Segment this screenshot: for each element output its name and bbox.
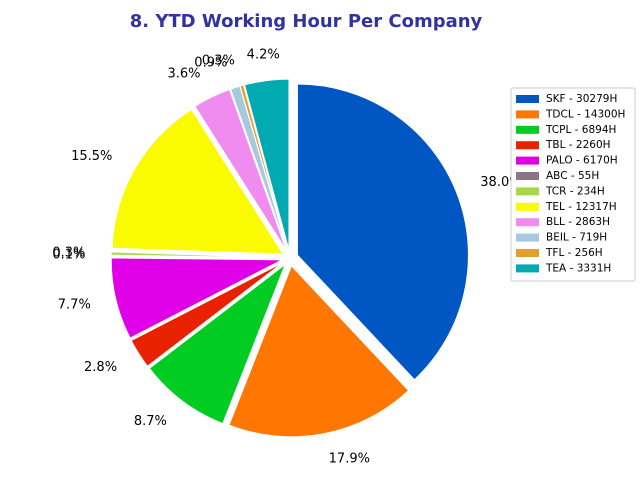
pie-percent-label-8: 3.6% (168, 66, 201, 81)
legend-swatch-5 (516, 172, 539, 180)
pie-percent-label-11: 4.2% (247, 48, 280, 63)
pie-slice-8 (194, 88, 287, 252)
legend-swatch-11 (516, 264, 539, 273)
pie-slice-2 (148, 262, 287, 425)
legend-swatch-7 (516, 202, 539, 211)
pie-slice-10 (239, 84, 289, 251)
pie-slice-1 (228, 264, 410, 438)
legend-frame (510, 87, 636, 282)
legend-swatch-9 (516, 233, 539, 242)
pie-percent-label-1: 17.9% (329, 451, 370, 466)
pie-percent-label-6: 0.3% (52, 245, 85, 260)
legend-swatch-3 (516, 141, 539, 150)
pie-slice-4 (110, 257, 283, 339)
legend-label-2: TCPL - 6894H (545, 124, 616, 136)
pie-slice-0 (296, 83, 469, 381)
pie-slice-7 (111, 108, 284, 255)
legend-label-11: TEA - 3331H (545, 262, 611, 274)
legend-label-9: BEIL - 719H (546, 232, 607, 244)
legend-label-6: TCR - 234H (545, 185, 605, 197)
pie-slices (110, 78, 469, 438)
pie-percent-label-2: 8.7% (134, 414, 167, 429)
pie-percent-label-5: 0.1% (52, 248, 85, 263)
legend-swatch-10 (516, 249, 539, 257)
pie-percent-label-10: 0.3% (202, 53, 235, 68)
legend-label-10: TFL - 256H (545, 247, 603, 259)
legend-label-7: TEL - 12317H (545, 201, 617, 213)
pie-slice-11 (243, 78, 290, 251)
legend-label-1: TDCL - 14300H (545, 108, 625, 120)
legend-swatch-1 (516, 110, 539, 119)
chart-title: 8. YTD Working Hour Per Company (130, 11, 483, 32)
legend-label-8: BLL - 2863H (546, 216, 610, 228)
legend-label-0: SKF - 30279H (546, 93, 617, 105)
pie-percent-label-3: 2.8% (84, 360, 117, 375)
legend-swatch-8 (516, 218, 539, 227)
pie-slice-6 (110, 251, 283, 259)
legend-swatch-4 (516, 156, 539, 165)
pie-percent-label-9: 0.9% (194, 56, 227, 71)
pie-percent-label-7: 15.5% (71, 149, 112, 164)
pie-slice-3 (130, 261, 284, 367)
pie-percent-labels: 38.0%17.9%8.7%2.8%7.7%0.1%0.3%15.5%3.6%0… (52, 48, 521, 467)
legend-label-5: ABC - 55H (546, 170, 599, 182)
pie-percent-label-4: 7.7% (58, 298, 91, 313)
legend-swatch-6 (516, 187, 539, 196)
legend-label-3: TBL - 2260H (545, 139, 611, 151)
legend: SKF - 30279H TDCL - 14300H TCPL - 6894H TBL… (510, 87, 636, 282)
legend-swatch-0 (516, 95, 539, 103)
legend-swatch-2 (516, 125, 539, 134)
legend-label-4: PALO - 6170H (546, 155, 618, 167)
